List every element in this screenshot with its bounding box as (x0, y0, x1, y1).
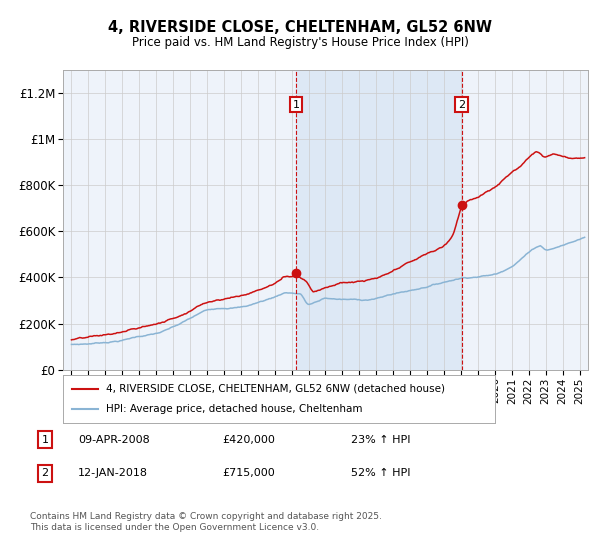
Text: 4, RIVERSIDE CLOSE, CHELTENHAM, GL52 6NW: 4, RIVERSIDE CLOSE, CHELTENHAM, GL52 6NW (108, 20, 492, 35)
Text: 2: 2 (41, 468, 49, 478)
Text: 09-APR-2008: 09-APR-2008 (78, 435, 150, 445)
Text: 2: 2 (458, 100, 465, 110)
Text: Price paid vs. HM Land Registry's House Price Index (HPI): Price paid vs. HM Land Registry's House … (131, 36, 469, 49)
Text: 1: 1 (41, 435, 49, 445)
Text: Contains HM Land Registry data © Crown copyright and database right 2025.
This d: Contains HM Land Registry data © Crown c… (30, 512, 382, 532)
Bar (296, 70, 461, 370)
Text: HPI: Average price, detached house, Cheltenham: HPI: Average price, detached house, Chel… (106, 404, 362, 414)
Text: 52% ↑ HPI: 52% ↑ HPI (351, 468, 410, 478)
Text: 12-JAN-2018: 12-JAN-2018 (78, 468, 148, 478)
Text: 4, RIVERSIDE CLOSE, CHELTENHAM, GL52 6NW (detached house): 4, RIVERSIDE CLOSE, CHELTENHAM, GL52 6NW… (106, 384, 445, 394)
Text: 1: 1 (293, 100, 300, 110)
Text: 23% ↑ HPI: 23% ↑ HPI (351, 435, 410, 445)
Text: £715,000: £715,000 (222, 468, 275, 478)
Text: £420,000: £420,000 (222, 435, 275, 445)
